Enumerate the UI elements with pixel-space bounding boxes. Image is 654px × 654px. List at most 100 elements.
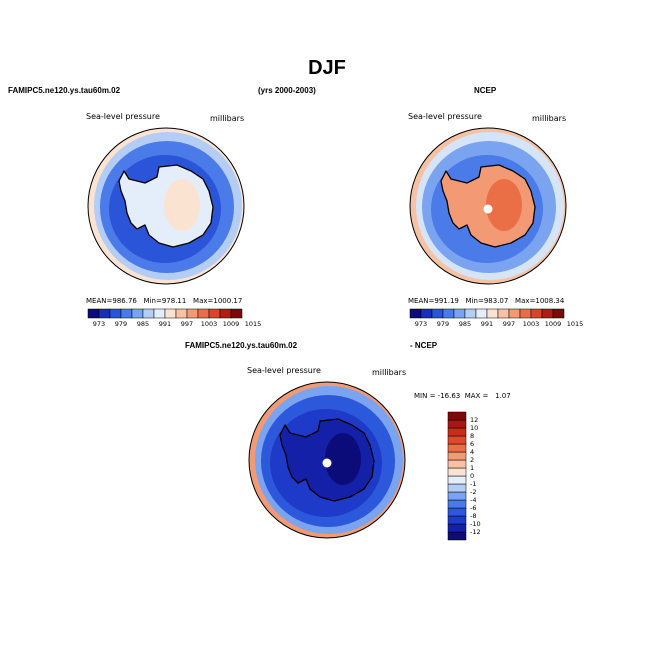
- obs-colorbar-box: [464, 308, 477, 319]
- diff-coastline: [279, 418, 375, 502]
- model-colorbar-box: [208, 308, 221, 319]
- diff-colorbar-box: [447, 411, 467, 421]
- obs-variable-label: Sea-level pressure: [408, 112, 482, 121]
- obs-colorbar-box: [409, 308, 422, 319]
- colorbar-tick-label: 973: [92, 320, 106, 328]
- model-colorbar-box: [197, 308, 210, 319]
- diff-map-border: [248, 381, 406, 539]
- colorbar-tick-label: 12: [470, 416, 479, 424]
- model-colorbar-box: [98, 308, 111, 319]
- obs-colorbar-box: [552, 308, 565, 319]
- diff-pole-mask: [322, 458, 332, 468]
- model-max-label: Max=: [193, 297, 214, 305]
- years-header: (yrs 2000-2003): [258, 86, 316, 95]
- obs-colorbar-box: [508, 308, 521, 319]
- diff-colorbar-box: [447, 531, 467, 541]
- diff-variable-label: Sea-level pressure: [247, 366, 321, 375]
- model-variable-label: Sea-level pressure: [86, 112, 160, 121]
- colorbar-tick-label: 10: [470, 424, 479, 432]
- obs-colorbar-ticks: 973 979 985 991 997 1003 1009 1015: [410, 320, 583, 330]
- colorbar-tick-label: -10: [470, 520, 481, 528]
- colorbar-tick-label: 1009: [222, 320, 240, 328]
- diff-colorbar-box: [447, 523, 467, 533]
- model-map: [87, 127, 245, 285]
- colorbar-tick-label: 985: [136, 320, 150, 328]
- diff-colorbar-box: [447, 515, 467, 525]
- obs-units-label: millibars: [532, 114, 567, 123]
- colorbar-tick-label: -1: [470, 480, 477, 488]
- obs-min-value: 983.07: [483, 297, 509, 305]
- colorbar-tick-label: -2: [470, 488, 477, 496]
- diff-obs-name-header: - NCEP: [410, 341, 438, 350]
- model-max-value: 1000.17: [213, 297, 243, 305]
- model-colorbar-box: [164, 308, 177, 319]
- colorbar-tick-label: 6: [470, 440, 475, 448]
- diff-max-label: MAX =: [464, 392, 489, 400]
- colorbar-tick-label: -4: [470, 496, 477, 504]
- diff-min-label: MIN =: [414, 392, 436, 400]
- obs-map-border: [409, 127, 567, 285]
- colorbar-tick-label: 991: [480, 320, 494, 328]
- obs-colorbar: [409, 308, 565, 319]
- diff-colorbar: [447, 411, 467, 541]
- diff-colorbar-box: [447, 467, 467, 477]
- colorbar-tick-label: 985: [458, 320, 472, 328]
- diff-stats: MIN = -16.63 MAX = 1.07: [414, 392, 511, 400]
- obs-name-header: NCEP: [474, 86, 497, 95]
- model-colorbar: [87, 308, 243, 319]
- colorbar-tick-label: 1015: [244, 320, 262, 328]
- diff-colorbar-ticks: -12 -10 -8 -6 -4 -2 -1 0 1 2 4 6 8 10 12: [468, 412, 498, 540]
- obs-colorbar-box: [497, 308, 510, 319]
- obs-colorbar-box: [530, 308, 543, 319]
- obs-pole-mask: [483, 204, 493, 214]
- model-colorbar-box: [153, 308, 166, 319]
- model-colorbar-box: [230, 308, 243, 319]
- model-colorbar-box: [219, 308, 232, 319]
- colorbar-tick-label: 1: [470, 464, 475, 472]
- colorbar-tick-label: 8: [470, 432, 475, 440]
- model-colorbar-box: [87, 308, 100, 319]
- diff-colorbar-box: [447, 443, 467, 453]
- model-mean-value: 986.76: [112, 297, 137, 305]
- obs-colorbar-box: [453, 308, 466, 319]
- diff-colorbar-box: [447, 419, 467, 429]
- diff-max-value: 1.07: [495, 392, 511, 400]
- model-min-label: Min=: [143, 297, 162, 305]
- model-colorbar-box: [175, 308, 188, 319]
- model-stats: MEAN=986.76 Min=978.11 Max=1000.17: [86, 297, 242, 305]
- colorbar-tick-label: 0: [470, 472, 475, 480]
- obs-map: [409, 127, 567, 285]
- colorbar-tick-label: 979: [436, 320, 450, 328]
- model-coastline: [118, 164, 214, 248]
- obs-colorbar-box: [431, 308, 444, 319]
- colorbar-tick-label: 997: [502, 320, 516, 328]
- diff-colorbar-box: [447, 491, 467, 501]
- diff-min-value: -16.63: [437, 392, 461, 400]
- colorbar-tick-label: -6: [470, 504, 477, 512]
- colorbar-tick-label: -8: [470, 512, 477, 520]
- obs-colorbar-box: [475, 308, 488, 319]
- diff-map-core: [325, 433, 361, 485]
- colorbar-tick-label: 2: [470, 456, 475, 464]
- diff-model-name-header: FAMIPC5.ne120.ys.tau60m.02: [185, 341, 298, 350]
- obs-max-label: Max=: [515, 297, 536, 305]
- colorbar-tick-label: 991: [158, 320, 172, 328]
- obs-mean-value: 991.19: [434, 297, 459, 305]
- obs-max-value: 1008.34: [535, 297, 565, 305]
- model-colorbar-ticks: 973 979 985 991 997 1003 1009 1015: [88, 320, 261, 330]
- model-mean-label: MEAN=: [86, 297, 113, 305]
- model-colorbar-box: [131, 308, 144, 319]
- colorbar-tick-label: 979: [114, 320, 128, 328]
- model-map-border: [87, 127, 245, 285]
- model-colorbar-box: [120, 308, 133, 319]
- diff-colorbar-box: [447, 435, 467, 445]
- obs-mean-label: MEAN=: [408, 297, 435, 305]
- obs-colorbar-box: [442, 308, 455, 319]
- obs-colorbar-box: [486, 308, 499, 319]
- model-map-core: [164, 179, 200, 231]
- diff-map: [248, 381, 406, 539]
- colorbar-tick-label: 973: [414, 320, 428, 328]
- model-colorbar-box: [186, 308, 199, 319]
- colorbar-tick-label: 4: [470, 448, 475, 456]
- colorbar-tick-label: 1015: [566, 320, 584, 328]
